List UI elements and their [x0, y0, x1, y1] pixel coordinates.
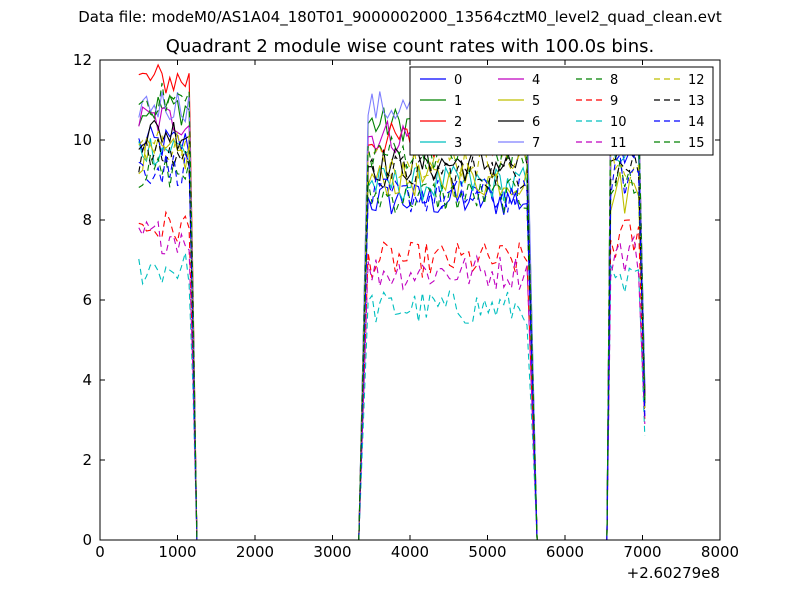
- y-tick-label: 10: [73, 131, 92, 149]
- x-tick-label: 6000: [546, 543, 584, 561]
- x-tick-label: 0: [95, 543, 105, 561]
- x-tick-label: 2000: [236, 543, 274, 561]
- y-tick-label: 12: [73, 51, 92, 69]
- series-line-8: [138, 154, 646, 541]
- legend-label-13: 13: [688, 94, 705, 109]
- legend-label-10: 10: [610, 115, 627, 130]
- legend-label-12: 12: [688, 73, 705, 88]
- x-offset-label: +2.60279e8: [627, 564, 720, 582]
- legend-label-11: 11: [610, 136, 627, 151]
- legend-label-7: 7: [532, 136, 540, 151]
- series-line-5: [138, 137, 646, 541]
- legend-label-1: 1: [454, 94, 462, 109]
- data-file-caption: Data file: modeM0/AS1A04_180T01_90000020…: [78, 8, 722, 26]
- series-line-3: [138, 123, 646, 541]
- x-tick-label: 3000: [313, 543, 351, 561]
- y-tick-label: 6: [82, 291, 92, 309]
- legend-label-3: 3: [454, 136, 462, 151]
- x-tick-label: 8000: [701, 543, 739, 561]
- legend-label-14: 14: [688, 115, 705, 130]
- legend-label-0: 0: [454, 73, 462, 88]
- series-line-0: [138, 118, 646, 541]
- series-line-12: [138, 130, 646, 541]
- y-tick-label: 4: [82, 371, 92, 389]
- y-tick-label: 0: [82, 531, 92, 549]
- y-tick-label: 2: [82, 451, 92, 469]
- legend-label-15: 15: [688, 136, 705, 151]
- chart-title: Quadrant 2 module wise count rates with …: [165, 36, 655, 57]
- series-line-14: [138, 151, 646, 541]
- x-tick-label: 1000: [158, 543, 196, 561]
- series-line-11: [138, 220, 646, 541]
- x-tick-label: 5000: [468, 543, 506, 561]
- x-tick-label: 4000: [391, 543, 429, 561]
- legend-label-6: 6: [532, 115, 540, 130]
- legend-label-8: 8: [610, 73, 618, 88]
- x-tick-label: 7000: [623, 543, 661, 561]
- legend-label-5: 5: [532, 94, 540, 109]
- legend-label-9: 9: [610, 94, 618, 109]
- y-tick-label: 8: [82, 211, 92, 229]
- x-axis: 0 1000 2000 3000 4000 5000 6000 7000 8000 +2.6027…: [95, 60, 739, 582]
- legend-label-2: 2: [454, 115, 462, 130]
- series-line-10: [138, 252, 646, 541]
- series-line-13: [138, 138, 646, 541]
- legend-box: [409, 66, 714, 156]
- legend-label-4: 4: [532, 73, 540, 88]
- series-line-9: [138, 210, 646, 541]
